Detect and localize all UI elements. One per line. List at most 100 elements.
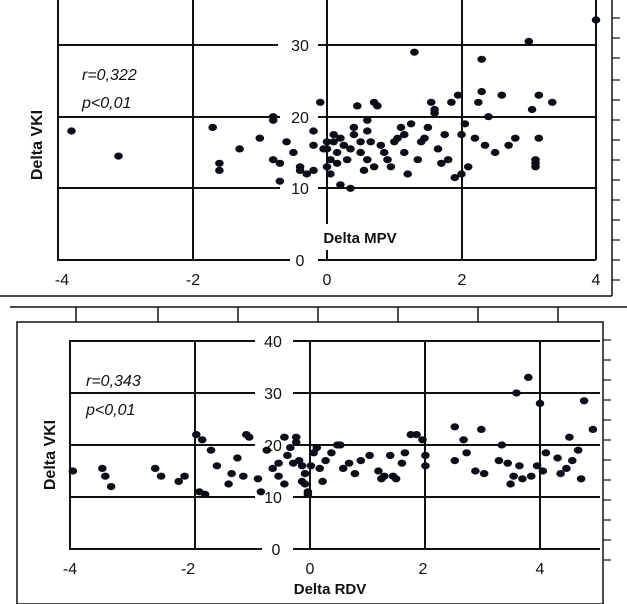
mpv-data-point: [447, 98, 456, 106]
rdv-ytick-label: 10: [264, 490, 282, 507]
rdv-data-point: [244, 433, 254, 441]
mpv-data-point: [275, 159, 285, 167]
mpv-xtick-label: 4: [592, 272, 601, 289]
mpv-data-point: [591, 16, 601, 24]
rdv-data-point: [280, 480, 289, 488]
mpv-data-point: [255, 134, 265, 142]
rdv-ytick-bg-0: [262, 538, 293, 560]
rdv-data-point: [321, 457, 330, 465]
mpv-data-point: [400, 148, 409, 157]
rdv-data-point: [212, 462, 222, 470]
rdv-data-point: [297, 462, 307, 470]
mpv-data-point: [531, 163, 540, 171]
rdv-data-point: [233, 454, 242, 462]
rdv-data-point: [556, 470, 565, 478]
mpv-data-point: [420, 134, 429, 142]
rdv-right-ticks: [603, 339, 611, 561]
mpv-data-point: [353, 102, 362, 110]
mpv-data-point: [450, 174, 460, 182]
rdv-data-point: [303, 490, 313, 498]
mpv-data-point: [393, 134, 402, 142]
rdv-data-point: [506, 480, 515, 488]
mpv-data-point: [460, 120, 470, 128]
mpv-data-point: [376, 141, 386, 149]
mpv-data-point: [67, 127, 76, 135]
rdv-data-point: [479, 470, 489, 478]
mpv-data-point: [309, 166, 318, 174]
rdv-data-point: [562, 464, 571, 472]
mpv-data-point: [326, 156, 335, 164]
rdv-data-point: [239, 472, 248, 480]
rdv-data-point: [400, 449, 410, 457]
mpv-data-point: [437, 159, 446, 167]
mpv-data-point: [477, 88, 487, 96]
rdv-data-point: [494, 457, 504, 465]
mpv-yaxis-title: Delta VKI: [29, 110, 46, 180]
mpv-data-point: [490, 148, 500, 157]
mpv-data-point: [332, 148, 342, 157]
mpv-data-point: [504, 141, 513, 149]
rdv-data-point: [535, 399, 545, 407]
rdv-data-point: [68, 467, 78, 475]
mpv-data-point: [356, 148, 365, 157]
rdv-data-point: [274, 459, 283, 467]
rdv-data-point: [471, 467, 480, 475]
mpv-xaxis-title: Delta MPV: [323, 230, 396, 247]
rdv-xtick-label: -2: [181, 561, 195, 578]
mpv-data-point: [511, 134, 520, 142]
mpv-ytick-label: 20: [291, 110, 309, 127]
rdv-correlation-label: r=0,343: [86, 373, 141, 390]
rdv-data-point: [150, 464, 160, 472]
rdv-data-point: [553, 454, 562, 462]
rdv-data-point: [503, 459, 512, 467]
mpv-data-point: [410, 48, 419, 56]
rdv-data-point: [350, 470, 360, 478]
rdv-data-point: [174, 477, 183, 485]
mpv-data-point: [527, 105, 537, 114]
mpv-data-point: [268, 156, 278, 164]
mpv-xtick-label: -4: [55, 272, 69, 289]
rdv-data-point: [576, 475, 586, 483]
mpv-data-point: [208, 123, 217, 131]
mpv-data-point: [332, 159, 342, 167]
rdv-data-point: [565, 433, 574, 441]
mpv-data-point: [316, 98, 325, 106]
rdv-data-point: [518, 475, 527, 483]
mpv-data-point: [302, 170, 312, 178]
mpv-data-point: [114, 152, 123, 160]
mpv-xtick-label: -2: [186, 272, 200, 289]
mpv-xlabel-bg: [300, 224, 420, 250]
rdv-pvalue-label: p<0,01: [85, 402, 135, 419]
mpv-pvalue-label: p<0,01: [81, 95, 131, 112]
rdv-ytick-label: 20: [264, 438, 282, 455]
mpv-data-point: [373, 102, 382, 110]
rdv-data-point: [421, 451, 430, 459]
mpv-right-ticks: [612, 17, 620, 281]
mpv-data-point: [309, 141, 318, 149]
rdv-data-point: [421, 462, 430, 470]
mpv-data-point: [349, 131, 359, 139]
mpv-data-point: [235, 145, 244, 153]
rdv-data-point: [156, 472, 166, 480]
mpv-data-point: [426, 98, 436, 106]
rdv-data-point: [532, 462, 542, 470]
mpv-data-point: [369, 163, 379, 171]
rdv-data-point: [397, 459, 407, 467]
rdv-xtick-label: 2: [419, 561, 428, 578]
rdv-data-point: [98, 464, 107, 472]
rdv-data-point: [192, 431, 201, 439]
mpv-data-point: [400, 131, 409, 139]
rdv-points: [68, 373, 598, 498]
mpv-data-point: [433, 145, 443, 153]
mpv-data-point: [275, 177, 285, 185]
rdv-data-point: [509, 472, 518, 480]
rdv-data-point: [180, 472, 189, 480]
mpv-points: [67, 16, 601, 192]
mpv-yaxis-ticks: [318, 44, 327, 261]
rdv-outer-border: [16, 321, 604, 604]
mpv-data-point: [406, 120, 416, 128]
mpv-ytick-bg-10: [280, 177, 318, 199]
rdv-data-point: [541, 449, 551, 457]
